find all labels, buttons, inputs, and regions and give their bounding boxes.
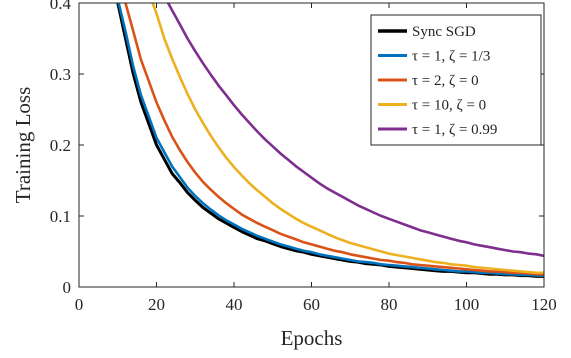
x-tick-label: 80	[381, 295, 398, 314]
y-tick-label: 0.2	[50, 136, 71, 155]
series-line-4	[151, 3, 544, 275]
y-tick-label: 0.1	[50, 207, 71, 226]
legend-label: τ = 2, ζ = 0	[412, 73, 479, 89]
x-axis-label: Epochs	[281, 326, 343, 350]
legend-label: τ = 1, ζ = 0.99	[412, 122, 497, 138]
series-layer	[116, 3, 544, 278]
legend-label: τ = 10, ζ = 0	[412, 98, 486, 114]
y-tick-label: 0.4	[50, 0, 72, 13]
x-tick-label: 100	[454, 295, 480, 314]
x-tick-label: 120	[531, 295, 557, 314]
x-tick-label: 40	[226, 295, 243, 314]
x-tick-label: 20	[148, 295, 165, 314]
legend-label: τ = 1, ζ = 1/3	[412, 49, 490, 65]
legend: Sync SGD τ = 1, ζ = 1/3 τ = 2, ζ = 0 τ = 10…	[370, 14, 542, 146]
y-tick-label: 0	[63, 278, 72, 297]
series-line-2	[117, 3, 544, 277]
x-tick-label: 0	[75, 295, 84, 314]
series-line-3	[124, 3, 544, 276]
ticks-layer: 0 20 40 60 80 100 120 0 0.1 0.2 0.3 0.4	[50, 0, 557, 314]
legend-label: Sync SGD	[412, 24, 476, 40]
y-tick-label: 0.3	[50, 65, 71, 84]
series-line-5	[166, 3, 544, 258]
x-tick-label: 60	[303, 295, 320, 314]
y-axis-label: Training Loss	[11, 87, 35, 204]
